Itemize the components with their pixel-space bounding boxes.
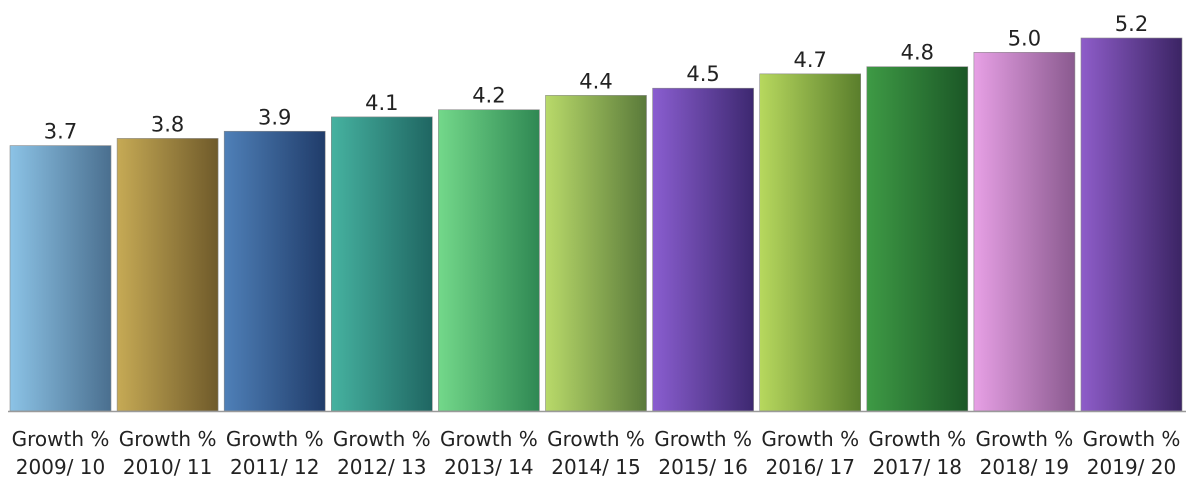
x-tick-label-line: 2010/ 11 (123, 455, 212, 479)
x-tick-label-line: Growth % (226, 427, 324, 451)
data-label-3: 3.9 (258, 105, 291, 129)
x-tick-label-3: Growth % 2011/ 12 (226, 427, 324, 479)
data-label-8: 4.7 (793, 48, 826, 72)
x-tick-label-2: Growth % 2010/ 11 (119, 427, 217, 479)
x-tick-label-line: 2009/ 10 (16, 455, 105, 479)
x-tick-label-line: 2017/ 18 (873, 455, 962, 479)
x-tick-label-10: Growth % 2018/ 19 (976, 427, 1074, 479)
data-label-2: 3.8 (151, 112, 184, 136)
x-tick-label-line: Growth % (440, 427, 538, 451)
bar-2 (116, 138, 219, 412)
bar-3 (223, 130, 326, 412)
x-tick-label-4: Growth % 2012/ 13 (333, 427, 431, 479)
x-tick-label-9: Growth % 2017/ 18 (868, 427, 966, 479)
x-tick-label-line: 2012/ 13 (337, 455, 426, 479)
x-tick-label-line: Growth % (761, 427, 859, 451)
data-label-11: 5.2 (1115, 12, 1148, 36)
bar-9 (866, 66, 969, 412)
x-tick-label-7: Growth % 2015/ 16 (654, 427, 752, 479)
bar-5 (438, 109, 540, 412)
x-tick-label-1: Growth % 2009/ 10 (12, 427, 110, 479)
x-tick-label-line: 2014/ 15 (551, 455, 640, 479)
x-tick-label-line: 2013/ 14 (444, 455, 533, 479)
bars-layer (9, 37, 1183, 412)
x-tick-label-8: Growth % 2016/ 17 (761, 427, 859, 479)
data-label-1: 3.7 (44, 120, 77, 144)
bar-6 (545, 95, 647, 412)
bar-1 (9, 145, 112, 412)
x-tick-label-line: 2019/ 20 (1087, 455, 1176, 479)
x-tick-label-line: 2018/ 19 (980, 455, 1069, 479)
data-label-7: 4.5 (686, 62, 719, 86)
x-tick-label-line: 2016/ 17 (765, 455, 854, 479)
data-label-10: 5.0 (1008, 26, 1041, 50)
data-label-9: 4.8 (901, 41, 934, 65)
data-label-4: 4.1 (365, 91, 398, 115)
bar-8 (759, 73, 862, 412)
data-labels-layer: 3.7 3.8 3.9 4.1 4.2 4.4 4.5 4.7 4.8 5.0 5.2 (44, 12, 1148, 144)
x-tick-label-line: Growth % (868, 427, 966, 451)
data-label-5: 4.2 (472, 84, 505, 108)
x-tick-label-11: Growth % 2019/ 20 (1083, 427, 1181, 479)
data-label-6: 4.4 (579, 69, 612, 93)
x-tick-label-line: Growth % (119, 427, 217, 451)
x-tick-label-line: 2011/ 12 (230, 455, 319, 479)
x-tick-label-line: Growth % (547, 427, 645, 451)
x-tick-label-line: Growth % (976, 427, 1074, 451)
x-tick-label-line: Growth % (12, 427, 110, 451)
bar-7 (652, 87, 754, 412)
bar-11 (1080, 37, 1183, 412)
x-tick-label-5: Growth % 2013/ 14 (440, 427, 538, 479)
bar-10 (973, 52, 1076, 412)
x-tick-label-line: Growth % (654, 427, 752, 451)
x-tick-label-line: Growth % (333, 427, 431, 451)
bar-4 (330, 116, 433, 412)
x-tick-label-line: Growth % (1083, 427, 1181, 451)
x-tick-label-line: 2015/ 16 (658, 455, 747, 479)
x-tick-label-6: Growth % 2014/ 15 (547, 427, 645, 479)
